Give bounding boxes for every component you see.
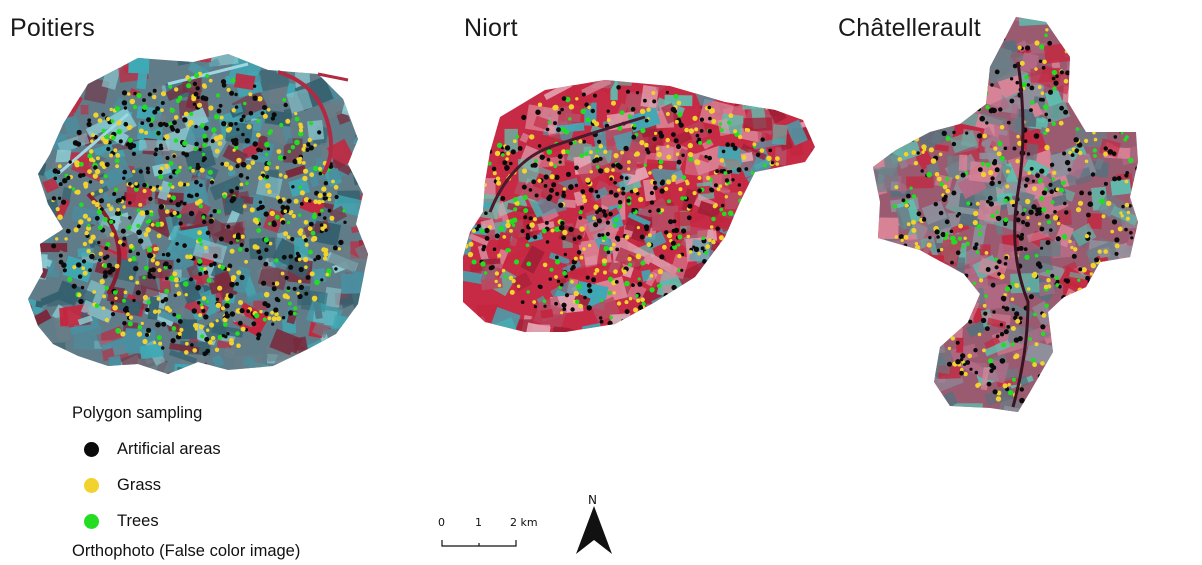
river-sevre [488,115,646,213]
legend-label-grass: Grass [117,475,162,494]
map-title-chatellerault: Châtellerault [838,14,981,42]
river-loop [277,70,334,176]
niort-orthophoto [463,80,815,332]
legend-swatch-artificial [84,441,99,457]
legend-item-grass: Grass [72,467,221,503]
scale-tick-1: 1 [475,516,482,529]
legend-label-trees: Trees [117,511,159,530]
legend-swatch-grass [84,477,99,493]
legend-item-artificial-areas: Artificial areas [72,431,221,467]
map-poitiers [28,54,368,374]
north-arrow-icon: N [576,493,612,554]
legend-title: Polygon sampling [72,404,203,422]
map-chatellerault [873,17,1138,412]
poitiers-orthophoto [28,54,368,374]
scale-bar: 0 1 2 km [438,516,538,547]
river-vienne [1011,61,1030,408]
map-legend: Polygon sampling Artificial areas Grass … [72,404,221,539]
legend-swatch-trees [84,513,99,529]
chatellerault-orthophoto [873,17,1138,412]
scale-tick-2: 2 km [510,516,538,529]
legend-footer: Orthophoto (False color image) [72,542,301,560]
north-label: N [588,493,597,507]
map-niort [463,80,815,332]
map-title-poitiers: Poitiers [10,14,95,42]
scale-tick-0: 0 [438,516,445,529]
legend-label-artificial: Artificial areas [117,439,221,458]
map-title-niort: Niort [464,14,518,42]
legend-item-trees: Trees [72,503,221,539]
